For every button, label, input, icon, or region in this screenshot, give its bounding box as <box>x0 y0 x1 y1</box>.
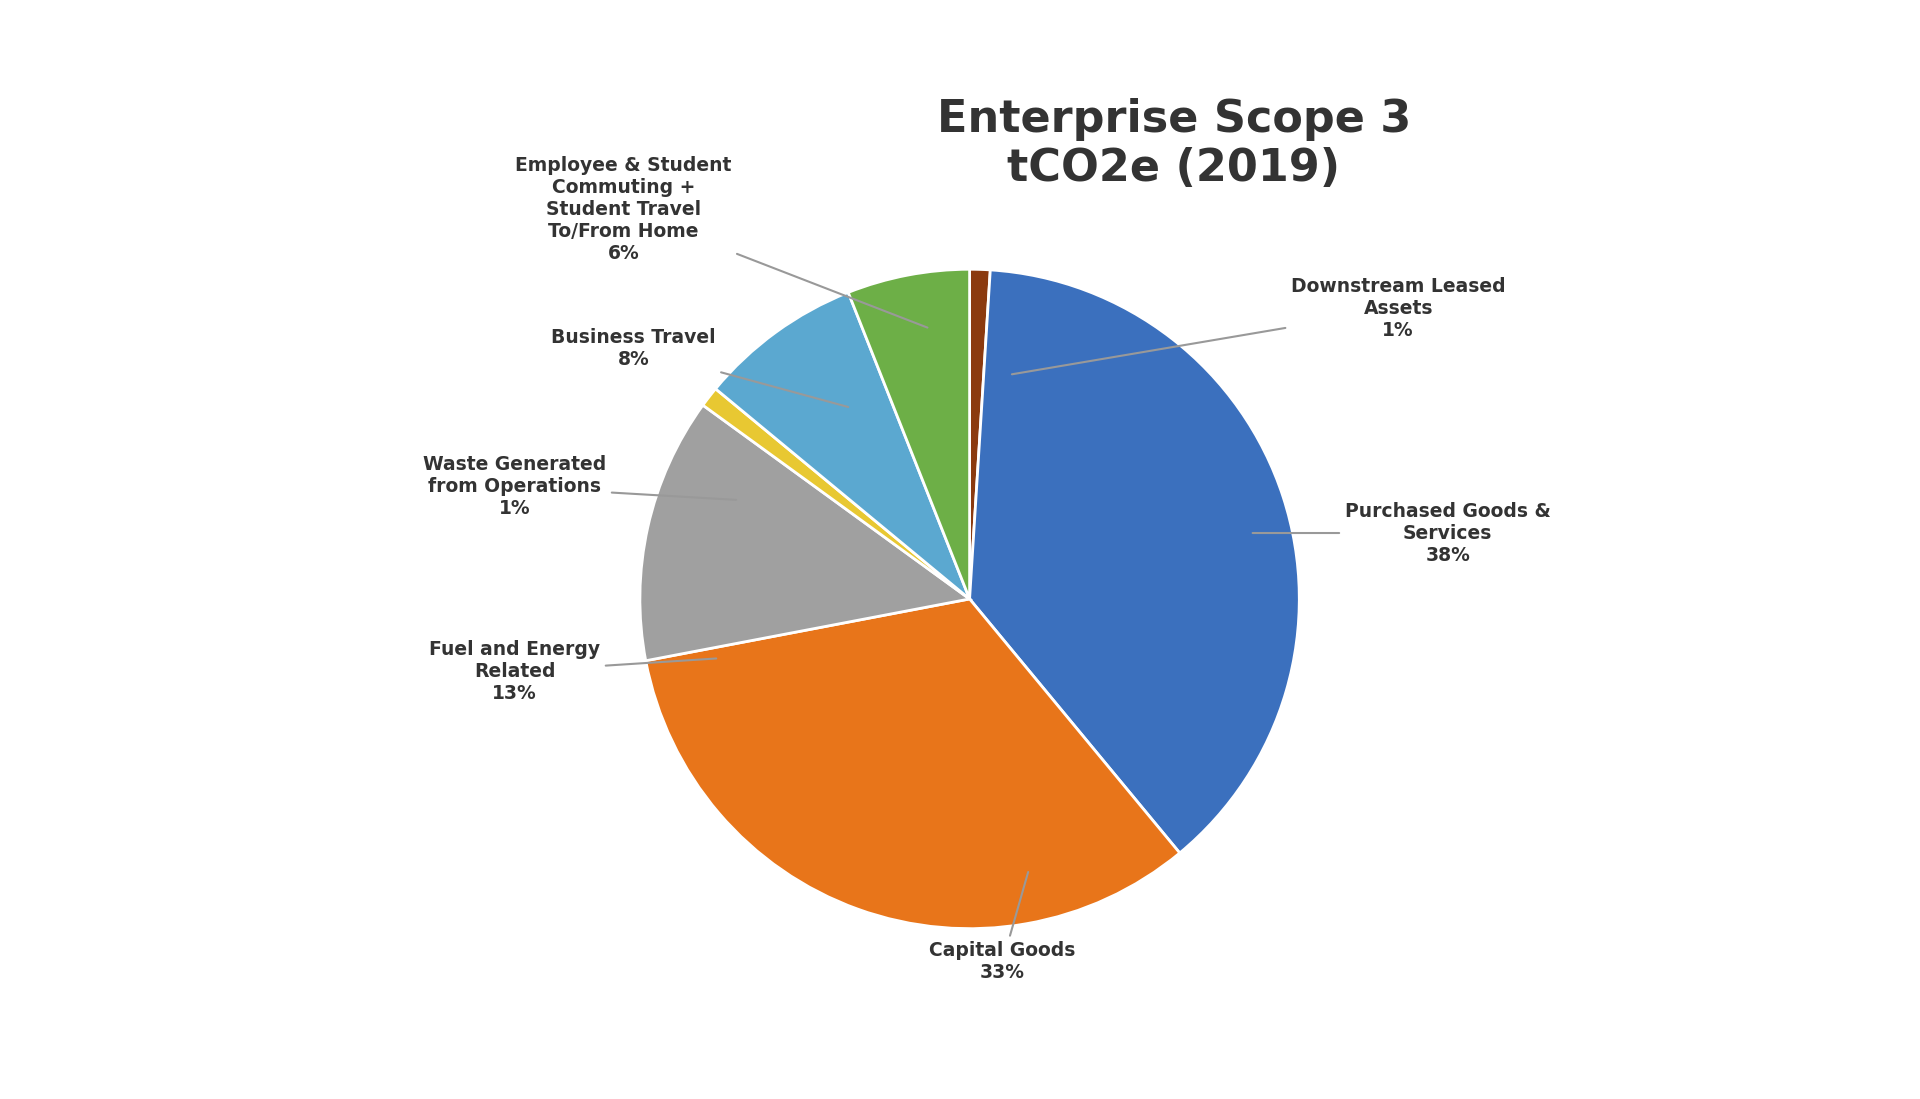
Wedge shape <box>703 389 970 599</box>
Text: Purchased Goods &
Services
38%: Purchased Goods & Services 38% <box>1252 501 1551 565</box>
Text: Downstream Leased
Assets
1%: Downstream Leased Assets 1% <box>1012 277 1505 375</box>
Wedge shape <box>849 269 970 599</box>
Wedge shape <box>716 292 970 599</box>
Text: Employee & Student
Commuting +
Student Travel
To/From Home
6%: Employee & Student Commuting + Student T… <box>515 156 927 328</box>
Wedge shape <box>645 599 1179 929</box>
Text: Enterprise Scope 3
tCO2e (2019): Enterprise Scope 3 tCO2e (2019) <box>937 98 1411 190</box>
Text: Fuel and Energy
Related
13%: Fuel and Energy Related 13% <box>428 640 716 703</box>
Text: Capital Goods
33%: Capital Goods 33% <box>929 872 1075 983</box>
Text: Waste Generated
from Operations
1%: Waste Generated from Operations 1% <box>422 455 735 519</box>
Wedge shape <box>970 270 1300 853</box>
Wedge shape <box>639 406 970 660</box>
Wedge shape <box>970 269 991 599</box>
Text: Business Travel
8%: Business Travel 8% <box>551 328 849 407</box>
